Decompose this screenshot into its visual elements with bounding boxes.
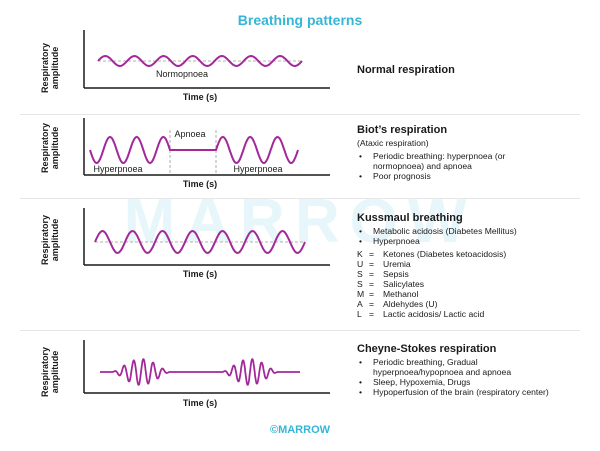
graph-biots: Respiratoryamplitude Apnoea Hyperpnoea H… [40, 118, 330, 189]
x-axis-label: Time (s) [183, 269, 217, 279]
panel-normal-text: Normal respiration [357, 64, 455, 78]
y-axis-label: Respiratoryamplitude [40, 43, 60, 93]
mnemonic-row: K = Ketones (Diabetes ketoacidosis) [357, 249, 507, 259]
bullet-item: Poor prognosis [357, 171, 547, 181]
panel-title: Cheyne-Stokes respiration [357, 343, 497, 355]
graph-normal: Respiratoryamplitude Normopnoea Time (s) [40, 30, 330, 102]
mnemonic-list: K = Ketones (Diabetes ketoacidosis) U = Urem… [357, 249, 577, 319]
x-axis-label: Time (s) [183, 179, 217, 189]
bullet-item: Hypoperfusion of the brain (respiratory … [357, 387, 557, 397]
graph-kussmaul: Respiratoryamplitude Time (s) [40, 208, 330, 279]
bullet-item: Periodic breathing, Gradual hyperpnoea/h… [357, 357, 557, 377]
x-axis-label: Time (s) [183, 398, 217, 408]
panel-kussmaul-text: Kussmaul breathing Metabolic acidosis (D… [357, 212, 577, 319]
bullet-list: Metabolic acidosis (Diabetes Mellitus) H… [357, 226, 577, 246]
bullet-item: Periodic breathing: hyperpnoea (or normo… [357, 151, 547, 171]
panel-title: Biot’s respiration [357, 124, 448, 136]
normopnoea-wave [97, 54, 303, 68]
mnemonic-row: L = Lactic acidosis/ Lactic acid [357, 309, 485, 319]
kussmaul-wave [94, 229, 306, 255]
biots-wave [89, 135, 299, 165]
hyperpnoea-label-right: Hyperpnoea [233, 164, 282, 174]
separator [20, 198, 580, 199]
bullet-item: Metabolic acidosis (Diabetes Mellitus) [357, 226, 577, 236]
y-axis-label: Respiratoryamplitude [40, 123, 60, 173]
panel-biots-text: Biot’s respiration (Ataxic respiration) … [357, 124, 547, 181]
footer-logo: ©MARROW [269, 424, 331, 436]
mnemonic-row: M = Methanol [357, 289, 419, 299]
y-axis-label: Respiratoryamplitude [40, 347, 60, 397]
panel-subtitle: (Ataxic respiration) [357, 138, 429, 148]
mnemonic-row: U = Uremia [357, 259, 411, 269]
panel-cheyne-stokes-text: Cheyne-Stokes respiration Periodic breat… [357, 343, 557, 397]
y-axis-label: Respiratoryamplitude [40, 215, 60, 265]
bullet-list: Periodic breathing, Gradual hyperpnoea/h… [357, 357, 557, 397]
bullet-item: Sleep, Hypoxemia, Drugs [357, 377, 557, 387]
cheyne-stokes-wave [100, 358, 300, 386]
mnemonic-row: A = Aldehydes (U) [357, 299, 438, 309]
page-title: Breathing patterns [237, 12, 363, 28]
mnemonic-row: S = Sepsis [357, 269, 409, 279]
mnemonic-row: S = Salicylates [357, 279, 425, 289]
hyperpnoea-label-left: Hyperpnoea [93, 164, 142, 174]
panel-title: Kussmaul breathing [357, 212, 463, 224]
separator [20, 330, 580, 331]
normopnoea-label: Normopnoea [156, 69, 208, 79]
apnoea-label: Apnoea [174, 129, 205, 139]
x-axis-label: Time (s) [183, 92, 217, 102]
bullet-item: Hyperpnoea [357, 236, 577, 246]
bullet-list: Periodic breathing: hyperpnoea (or normo… [357, 151, 547, 181]
panel-title: Normal respiration [357, 64, 455, 76]
graph-cheyne-stokes: Respiratoryamplitude Time (s) [40, 340, 330, 408]
separator [20, 114, 580, 115]
